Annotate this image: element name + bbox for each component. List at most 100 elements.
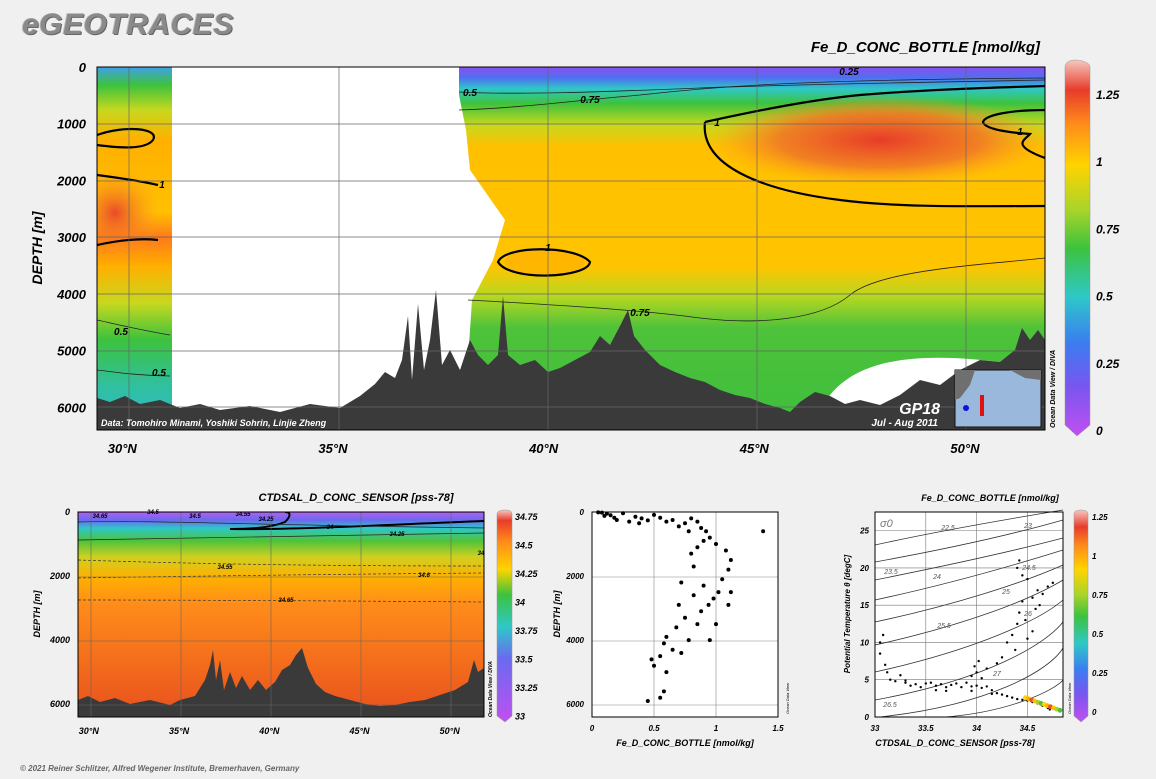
profile-point [652,512,656,517]
contour-label: 1 [545,243,551,254]
ts-point [975,671,978,674]
contour-label: 0.75 [630,308,650,319]
profile-point [599,510,604,515]
ts-point [1031,596,1034,599]
contour-label: 0.5 [152,368,166,379]
ts-colorbar-tick: 1 [1092,552,1097,561]
ts-colorbar [1073,509,1089,723]
fe-colorbar [1064,59,1091,437]
salinity-contour-label: 34.55 [235,512,251,518]
profile-point [707,638,712,643]
salinity-contour-label: 34.25 [389,532,405,538]
profile-point [645,518,650,523]
salinity-latitude-tick: 40°N [258,726,280,736]
salinity-depth-tick: 4000 [49,635,70,645]
isopycnal-label: 26.5 [882,702,897,709]
ts-point [973,665,976,668]
ts-point [990,692,994,696]
salinity-latitude-tick: 50°N [440,726,461,736]
profile-point [633,514,638,519]
profile-point [670,518,675,523]
isopycnals [874,509,1064,718]
salinity-colorbar-tick: 33.75 [515,626,539,636]
profile-point [701,538,706,543]
odv-tag-main: Ocean Data View / DIVA [1050,350,1057,428]
profile-point [689,551,694,556]
ts-x-tick: 33 [871,724,880,733]
profile-xlabel: Fe_D_CONC_BOTTLE [nmol/kg] [616,738,755,748]
salinity-colorbar-tick: 34.25 [515,569,539,579]
profile-point [679,580,684,585]
ts-point [970,685,973,688]
ts-diagram-plot [874,509,1064,718]
ts-point [889,678,892,681]
isopycnal-label: 25 [1001,589,1010,596]
profile-point [676,524,681,529]
ts-point [939,683,943,686]
profile-point [596,510,601,515]
ts-point [985,685,988,688]
salinity-depth-tick: 2000 [49,571,70,581]
salinity-title: CTDSAL_D_CONC_SENSOR [pss-78] [259,492,454,504]
ts-y-tick: 5 [865,676,870,685]
ts-point [944,685,948,689]
contour-label: 1 [159,180,165,191]
depth-tick: 6000 [57,400,87,415]
isopycnal-label: 22.5 [940,525,955,532]
profile-point [661,641,666,646]
sigma-label: σ0 [880,518,894,530]
depth-tick: 5000 [57,344,87,359]
profile-point [695,622,700,627]
profile-point [691,593,696,598]
profile-x-tick: 0 [590,724,595,733]
ts-point [960,685,963,689]
isopycnal-label: 25.5 [936,623,951,630]
ts-point [1034,607,1037,611]
latitude-tick: 30°N [108,441,138,456]
ts-colorbar-tick: 0.75 [1092,591,1108,600]
contour-label: 1 [1017,127,1023,138]
ts-point [1010,633,1014,637]
salinity-colorbar-tick: 33 [515,712,525,722]
salinity-contour-label: 34.25 [258,517,274,523]
profile-point [637,521,642,526]
ts-point [980,686,983,690]
colorbar-tick: 0.5 [1096,290,1113,304]
profile-x-tick: 1 [714,724,719,733]
ts-point [878,641,882,644]
ts-point [878,652,882,655]
profile-point [723,548,728,553]
profile-point [699,609,704,614]
profile-y-tick: 6000 [566,700,584,709]
profile-point [689,516,694,521]
ts-title: Fe_D_CONC_BOTTLE [nmol/kg] [921,493,1060,503]
contour-label: 0.5 [463,88,477,99]
salinity-latitude-tick: 35°N [169,726,190,736]
ts-point [924,682,928,685]
profile-ylabel: DEPTH [m] [552,589,562,637]
profile-point [621,511,625,516]
salinity-ylabel: DEPTH [m] [32,589,42,637]
salinity-colorbar-tick: 34 [515,598,525,608]
ts-point [904,679,907,682]
period-label: Jul - Aug 2011 [871,418,938,429]
isopycnal-label: 23 [1023,523,1032,530]
ts-x-tick: 33.5 [918,724,934,733]
odv-tag-sal: Ocean Data View / DIVA [488,661,494,717]
salinity-section-plot [77,511,485,718]
profile-y-tick: 4000 [565,636,584,645]
ts-point [980,677,983,680]
profile-point [602,513,607,518]
ts-point [990,688,994,692]
profile-point [645,698,650,703]
profile-x-tick: 0.5 [648,724,660,733]
profile-y-tick: 2000 [565,572,584,581]
ts-point [985,667,988,670]
profile-point [728,590,733,595]
ts-point [995,662,999,665]
ts-point [909,684,912,687]
salinity-contour-label: 34 [478,551,485,557]
ts-point [1051,581,1055,585]
ts-point [1038,603,1041,607]
ts-point [1016,622,1019,626]
